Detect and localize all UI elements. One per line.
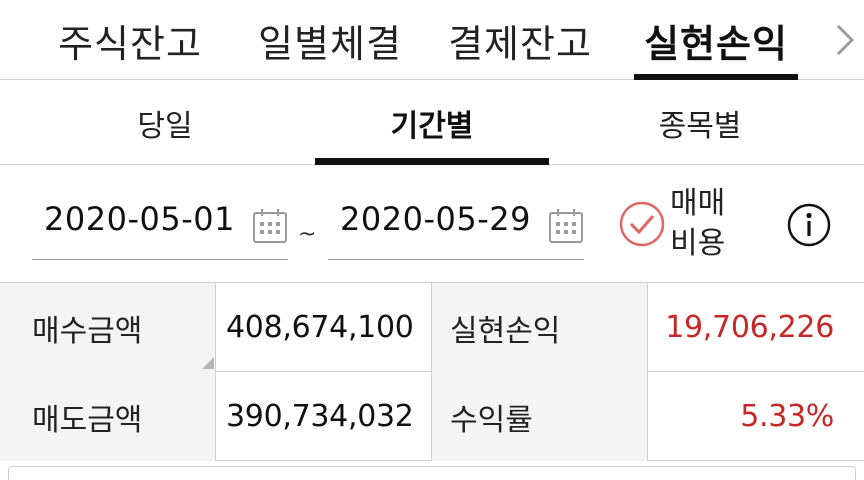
summary-row: 매도금액 390,734,032 수익률 5.33% <box>0 372 864 461</box>
calendar-icon[interactable] <box>252 208 288 244</box>
summary-row: 매수금액 408,674,100 실현손익 19,706,226 <box>0 283 864 372</box>
start-date-value: 2020-05-01 <box>44 200 235 238</box>
detail-list-container <box>8 466 856 480</box>
end-date-field[interactable]: 2020-05-29 <box>328 196 584 260</box>
subtab-today[interactable]: 당일 <box>137 108 193 144</box>
fee-label-line1: 매매 <box>670 186 726 221</box>
fee-label-line2: 비용 <box>670 226 726 261</box>
start-date-field[interactable]: 2020-05-01 <box>32 196 288 260</box>
fee-checkbox-label[interactable]: 매매 비용 <box>670 184 740 264</box>
date-range-row: 2020-05-01 ~ 2020-05-29 매매 비용 <box>0 166 864 282</box>
summary-table: 매수금액 408,674,100 실현손익 19,706,226 매도금액 39… <box>0 282 864 461</box>
tab-daily-execution[interactable]: 일별체결 <box>258 21 402 66</box>
date-separator: ~ <box>298 222 317 247</box>
fee-checkbox-icon[interactable] <box>618 200 666 248</box>
buy-amount-value: 408,674,100 <box>216 283 432 372</box>
tab-stock-balance[interactable]: 주식잔고 <box>58 21 202 66</box>
subtab-by-period[interactable]: 기간별 <box>315 80 549 165</box>
return-rate-value: 5.33% <box>740 399 834 434</box>
info-icon[interactable] <box>786 202 832 248</box>
realized-pl-label: 실현손익 <box>432 283 648 372</box>
top-tab-bar: 주식잔고 일별체결 결제잔고 실현손익 <box>0 0 864 80</box>
chevron-right-icon[interactable] <box>826 0 864 80</box>
return-rate-label: 수익률 <box>432 372 648 461</box>
tab-realized-pl[interactable]: 실현손익 <box>634 0 798 80</box>
subtab-by-stock[interactable]: 종목별 <box>658 108 742 144</box>
buy-amount-label: 매수금액 <box>0 283 216 372</box>
tab-settlement-balance[interactable]: 결제잔고 <box>448 21 592 66</box>
realized-pl-value: 19,706,226 <box>665 310 834 345</box>
end-date-value: 2020-05-29 <box>340 200 531 238</box>
calendar-icon[interactable] <box>548 208 584 244</box>
sell-amount-value: 390,734,032 <box>216 372 432 461</box>
sub-tab-bar: 당일 기간별 종목별 <box>0 80 864 165</box>
sell-amount-label: 매도금액 <box>0 372 216 461</box>
corner-marker <box>202 357 214 369</box>
